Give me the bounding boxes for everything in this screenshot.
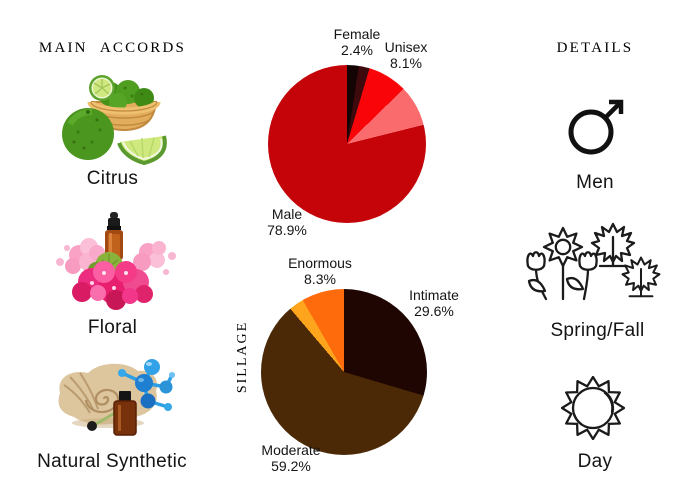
accord-label-floral: Floral (87, 317, 138, 338)
details-label-men: Men (576, 172, 614, 193)
flowers-and-maple-leaves-icon (526, 222, 661, 301)
gender-pie-chart (268, 65, 426, 223)
star-flower (542, 226, 584, 268)
accord-label-citrus: Citrus (86, 168, 139, 189)
magenta-flower-cluster (72, 261, 153, 310)
main-accords-heading: MAIN ACCORDS (38, 40, 187, 56)
pie-label-intimate: Intimate 29.6% (409, 287, 459, 319)
sun-icon (561, 376, 625, 440)
lime-half (89, 75, 115, 101)
tulip-flowers (526, 251, 598, 271)
citrus-bergamot-image (62, 75, 167, 166)
pie-label-enormous: Enormous 8.3% (288, 255, 352, 287)
pie-label-male: Male 78.9% (267, 206, 307, 238)
pie-label-moderate: Moderate 59.2% (261, 442, 321, 474)
male-symbol-icon (568, 99, 624, 155)
floral-geranium-image (56, 212, 176, 310)
bergamot-large (62, 108, 114, 160)
sillage-pie-chart (261, 289, 427, 455)
sillage-axis-title: SILLAGE (235, 320, 250, 394)
natural-synthetic-image (58, 359, 175, 436)
details-label-day: Day (577, 451, 613, 472)
blue-molecule (118, 359, 175, 411)
maple-leaves (590, 222, 661, 298)
lime-wedge (117, 135, 167, 166)
accord-label-natural-synthetic: Natural Synthetic (37, 451, 187, 472)
details-heading: DETAILS (556, 40, 634, 56)
scattered-petals (56, 245, 176, 275)
details-label-spring-fall: Spring/Fall (550, 320, 645, 341)
flower-stems (527, 264, 590, 301)
pie-label-female: Female 2.4% (333, 26, 381, 58)
amber-bottle (113, 391, 137, 436)
pie-label-unisex: Unisex 8.1% (384, 39, 428, 71)
